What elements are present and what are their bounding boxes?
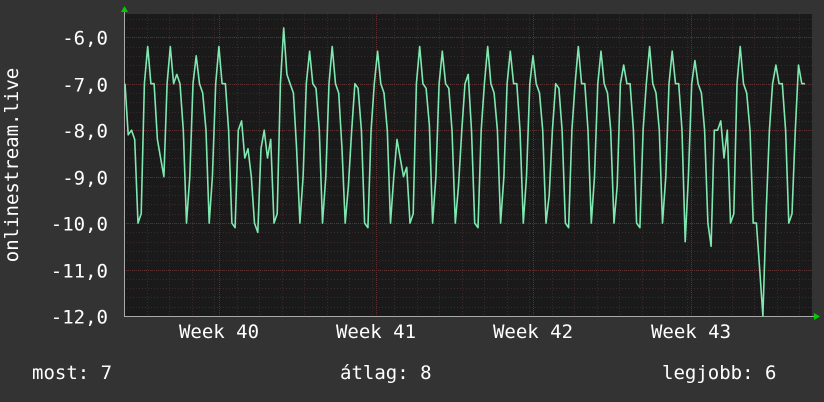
series-line xyxy=(124,27,805,317)
x-tick-label: Week 42 xyxy=(493,321,573,343)
x-tick-label: Week 43 xyxy=(651,321,731,343)
current-stat: most: 7 xyxy=(32,362,112,384)
chart: -6,0 -7,0 -8,0 -9,0 -10,0 -11,0 -12,0 Week 40 We… xyxy=(1,6,820,343)
average-stat: átlag: 8 xyxy=(340,362,432,384)
x-tick-label: Week 40 xyxy=(179,321,259,343)
y-tick-label: -12,0 xyxy=(51,307,108,329)
plot-area xyxy=(124,14,812,316)
average-value: 8 xyxy=(420,362,432,384)
current-value: 7 xyxy=(100,362,113,384)
average-label: átlag: xyxy=(340,362,409,384)
y-axis-label: onlinestream.live xyxy=(1,68,23,262)
y-tick-label: -11,0 xyxy=(51,261,108,283)
current-label: most: xyxy=(32,362,90,384)
y-tick-label: -10,0 xyxy=(51,214,108,236)
x-axis-arrow xyxy=(814,313,820,320)
y-axis-arrow xyxy=(121,6,128,12)
y-tick-label: -9,0 xyxy=(62,168,108,190)
best-value: 6 xyxy=(764,362,777,384)
y-tick-label: -6,0 xyxy=(62,28,108,50)
best-label: legjobb: xyxy=(662,362,754,384)
stats-footer: most: 7 átlag: 8 legjobb: 6 xyxy=(0,362,824,392)
y-tick-label: -8,0 xyxy=(62,121,108,143)
chart-svg: -6,0 -7,0 -8,0 -9,0 -10,0 -11,0 -12,0 Week 40 We… xyxy=(1,6,820,343)
x-tick-label: Week 41 xyxy=(336,321,416,343)
y-tick-label: -7,0 xyxy=(62,75,108,97)
best-stat: legjobb: 6 xyxy=(662,362,776,384)
